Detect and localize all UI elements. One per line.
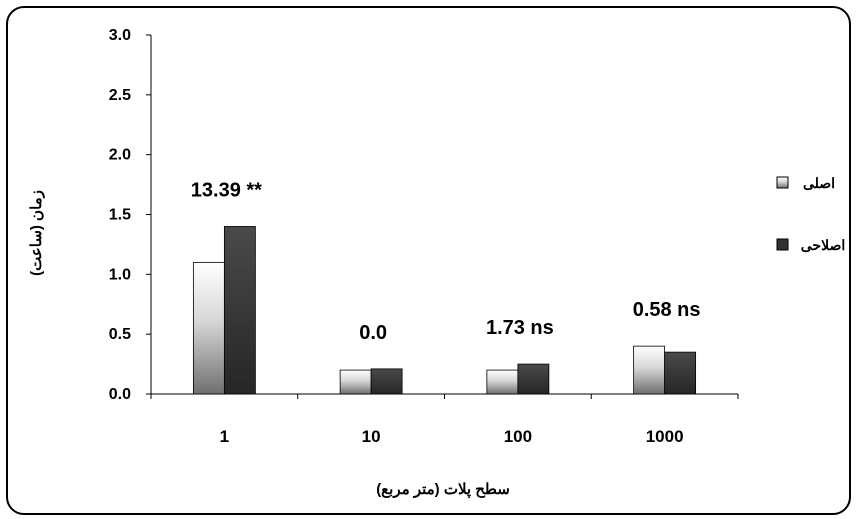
bars xyxy=(192,226,697,395)
legend-swatch-series-1 xyxy=(776,176,789,189)
x-tick-label: 1000 xyxy=(646,427,684,446)
y-tick-label: 3.0 xyxy=(109,27,131,44)
legend-label-series-1: اصلی xyxy=(803,175,835,191)
y-tick-label: 0.5 xyxy=(109,326,131,343)
bar-annotation: 1.73 ns xyxy=(486,317,554,339)
annotations: 13.39 ** 0.0 1.73 ns 0.58 ns xyxy=(191,179,701,343)
y-tick-label: 2.0 xyxy=(109,147,131,164)
legend-label-series-2: اصلاحی xyxy=(801,237,845,253)
chart-frame xyxy=(6,6,851,515)
bar-series-2 xyxy=(370,368,403,395)
bar-annotation: 0.58 ns xyxy=(633,299,701,321)
y-tick-label: 1.0 xyxy=(109,266,131,283)
bar-series-2 xyxy=(223,226,256,395)
x-tick-label: 1 xyxy=(220,427,229,446)
x-axis: 1 10 100 1000 xyxy=(150,393,739,446)
bar-series-1 xyxy=(633,345,666,395)
bar-series-1 xyxy=(339,369,372,395)
y-axis: 0.0 0.5 1.0 1.5 2.0 2.5 3.0 xyxy=(109,27,152,403)
y-tick-label: 0.0 xyxy=(109,386,131,403)
bar-annotation: 13.39 ** xyxy=(191,179,262,201)
x-tick-label: 100 xyxy=(504,427,532,446)
legend-swatch-series-2 xyxy=(776,238,789,251)
y-tick-label: 1.5 xyxy=(109,207,131,224)
bar-series-2 xyxy=(664,351,697,395)
y-axis-title: زمان (ساعت) xyxy=(28,190,45,276)
x-tick-label: 10 xyxy=(362,427,381,446)
x-axis-title: سطح پلات (متر مربع) xyxy=(376,481,510,499)
y-tick-label: 2.5 xyxy=(109,87,131,104)
bar-series-1 xyxy=(486,369,519,395)
bar-series-2 xyxy=(517,363,550,395)
legend: اصلی اصلاحی xyxy=(776,175,845,253)
bar-annotation: 0.0 xyxy=(359,322,387,344)
bar-series-1 xyxy=(192,261,225,395)
